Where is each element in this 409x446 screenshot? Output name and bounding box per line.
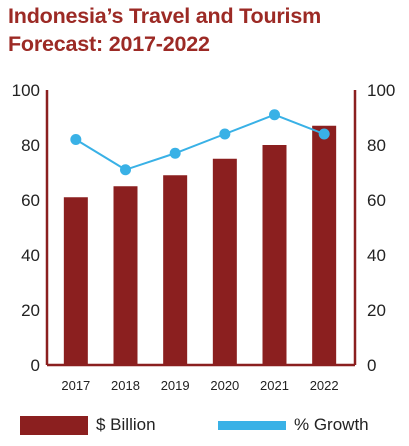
- y-tick-label-right: 100: [367, 81, 395, 100]
- y-tick-label-right: 20: [367, 301, 386, 320]
- y-tick-label-right: 60: [367, 191, 386, 210]
- legend-label-billion: $ Billion: [96, 415, 156, 434]
- legend-item-billion: $ Billion: [20, 410, 156, 440]
- legend-swatch-line: [218, 420, 286, 430]
- bar: [212, 158, 237, 365]
- chart-area: 0 20 40 60 80 100 0 20 40 60 80 100 2017 2018 2019 2020…: [12, 81, 396, 393]
- growth-line: [75, 113, 325, 171]
- x-tick-label: 2022: [310, 378, 339, 393]
- y-tick-label-right: 40: [367, 246, 386, 265]
- y-tick-label-left: 80: [21, 136, 40, 155]
- y-tick-label-left: 60: [21, 191, 40, 210]
- y-tick-label-left: 20: [21, 301, 40, 320]
- x-tick-label: 2019: [161, 378, 190, 393]
- chart-title: Indonesia’s Travel and Tourism Forecast:…: [8, 4, 322, 56]
- x-tick-label: 2017: [61, 378, 90, 393]
- y-tick-label-left: 0: [31, 356, 40, 375]
- legend-label-growth: % Growth: [294, 415, 369, 434]
- growth-point: [269, 109, 280, 121]
- x-tick-label: 2018: [111, 378, 140, 393]
- bar: [163, 175, 188, 365]
- x-tick-label: 2020: [210, 378, 239, 393]
- bar: [312, 125, 337, 365]
- legend: $ Billion % Growth: [0, 410, 409, 440]
- legend-swatch-bar: [20, 415, 88, 435]
- bar: [63, 197, 88, 365]
- y-tick-label-right: 0: [367, 356, 376, 375]
- y-tick-label-left: 100: [12, 81, 40, 100]
- y-tick-label-right: 80: [367, 136, 386, 155]
- growth-point: [318, 128, 330, 140]
- x-tick-label: 2021: [260, 378, 289, 393]
- bar: [262, 145, 287, 365]
- growth-point: [120, 164, 131, 176]
- bar: [113, 186, 138, 365]
- legend-item-growth: % Growth: [218, 410, 369, 440]
- growth-point: [70, 134, 82, 145]
- growth-point: [219, 128, 231, 140]
- growth-point: [169, 147, 181, 159]
- y-tick-label-left: 40: [21, 246, 40, 265]
